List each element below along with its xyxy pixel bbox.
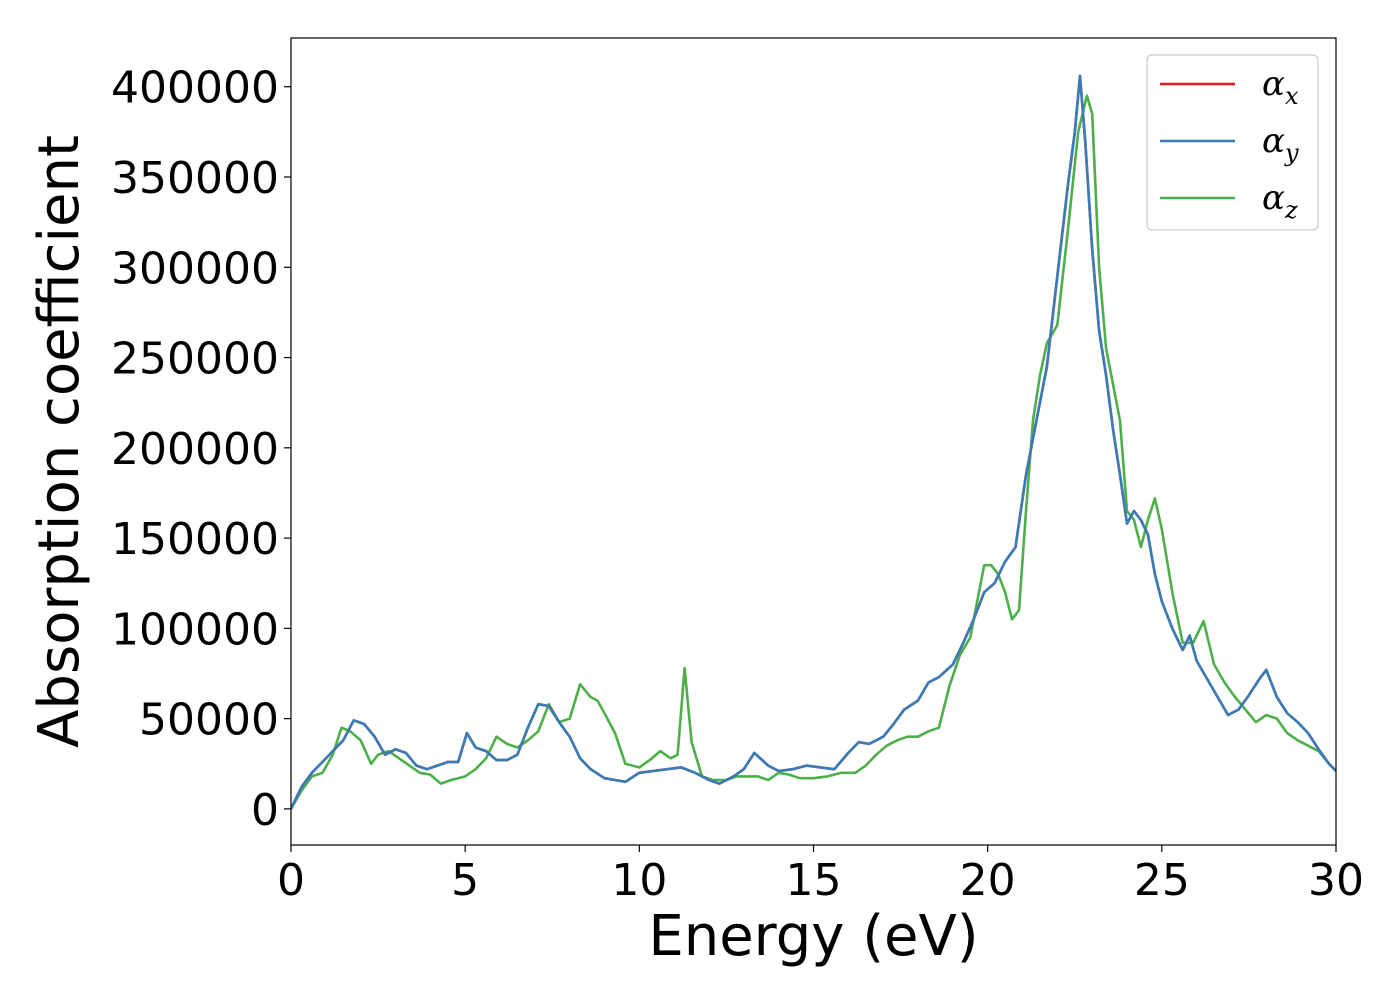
legend-box xyxy=(1146,54,1319,231)
x-axis-label: Energy (eV) xyxy=(648,904,978,969)
series-line-y xyxy=(291,74,1336,810)
series-layer xyxy=(291,74,1336,810)
y-axis-label: Absorption coefficient xyxy=(27,135,92,748)
x-tick-label: 10 xyxy=(611,855,667,906)
y-tick-label: 50000 xyxy=(139,695,279,746)
y-tick-label: 200000 xyxy=(111,424,279,475)
series-line-z xyxy=(291,94,1336,810)
y-tick-label: 300000 xyxy=(111,243,279,294)
x-tick-label: 30 xyxy=(1308,855,1364,906)
x-tick-label: 0 xyxy=(277,855,305,906)
y-tick-label: 250000 xyxy=(111,334,279,385)
y-tick-label: 400000 xyxy=(111,63,279,114)
x-tick-label: 15 xyxy=(786,855,842,906)
x-tick-label: 20 xyxy=(960,855,1016,906)
x-tick-label: 25 xyxy=(1134,855,1190,906)
y-tick-label: 150000 xyxy=(111,514,279,565)
y-tick-label: 350000 xyxy=(111,153,279,204)
ticks-layer: 0 5 10 15 20 25 30 0 50000 100000 150000 200000 2500… xyxy=(111,63,1364,906)
y-tick-label: 100000 xyxy=(111,604,279,655)
legend-label-y: αy xyxy=(1262,121,1299,167)
y-tick-label: 0 xyxy=(251,785,279,836)
x-tick-label: 5 xyxy=(451,855,479,906)
